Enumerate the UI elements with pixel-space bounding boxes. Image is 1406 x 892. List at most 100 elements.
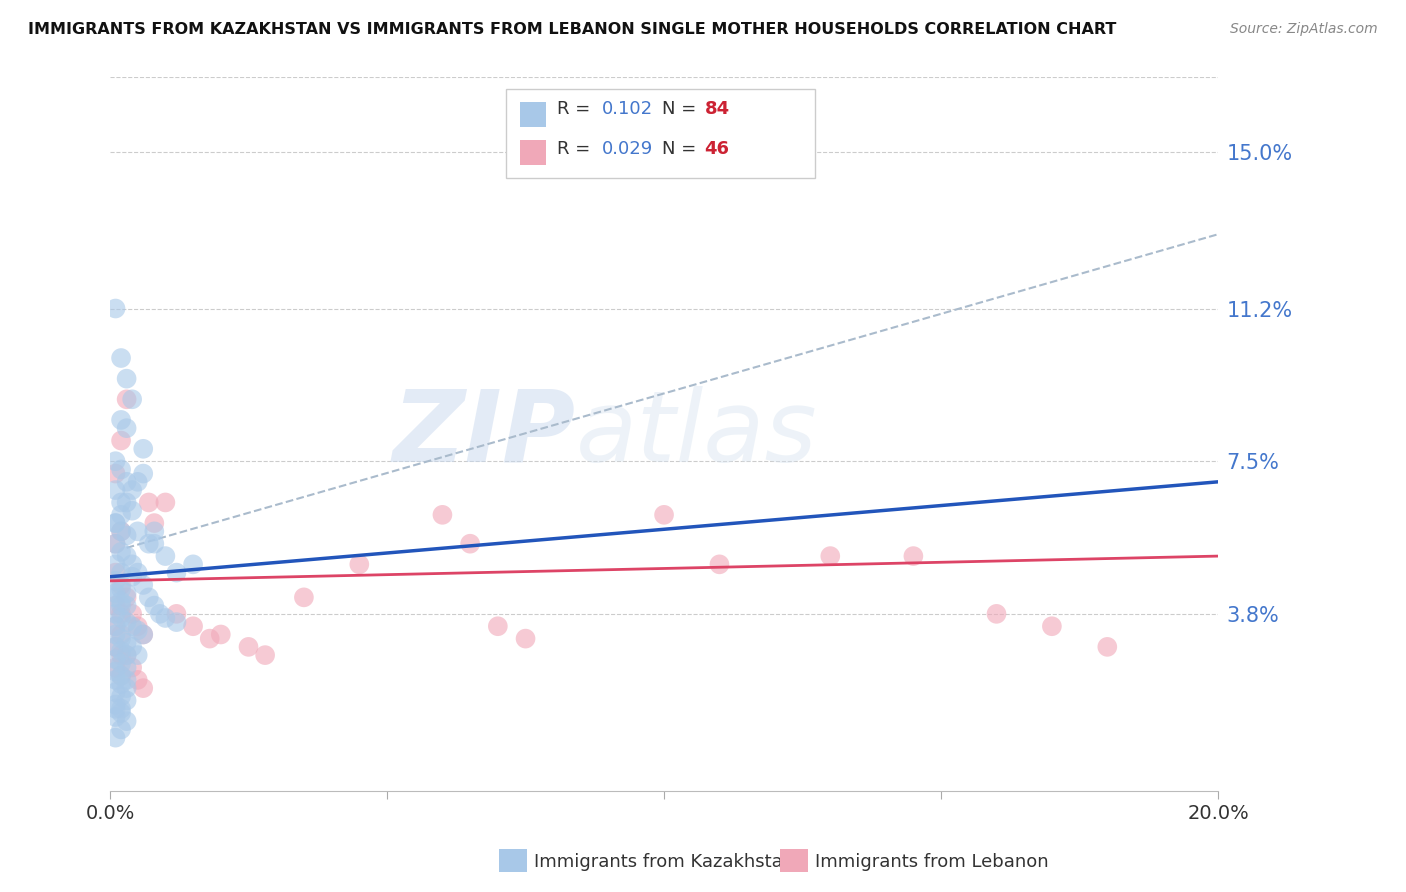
Point <box>143 537 166 551</box>
Point <box>110 669 132 683</box>
Point <box>104 619 127 633</box>
Point <box>104 537 127 551</box>
Point <box>104 566 127 580</box>
Text: Immigrants from Lebanon: Immigrants from Lebanon <box>815 853 1049 871</box>
Point <box>110 648 132 662</box>
Point <box>104 619 127 633</box>
Point <box>110 669 132 683</box>
Point <box>143 524 166 539</box>
Point <box>104 467 127 481</box>
Point <box>110 594 132 608</box>
Point <box>121 483 143 497</box>
Point <box>110 462 132 476</box>
Point <box>121 392 143 407</box>
Point <box>110 627 132 641</box>
Point <box>903 549 925 563</box>
Point <box>115 372 138 386</box>
Point <box>115 714 138 728</box>
Point <box>181 619 204 633</box>
Point <box>143 599 166 613</box>
Point <box>115 636 138 650</box>
Point <box>110 524 132 539</box>
Point <box>432 508 454 522</box>
Point <box>115 681 138 695</box>
Point <box>115 495 138 509</box>
Text: ZIP: ZIP <box>392 386 575 483</box>
Point <box>127 566 149 580</box>
Point <box>115 599 138 613</box>
Point <box>110 566 132 580</box>
Point <box>104 652 127 666</box>
Point <box>254 648 277 662</box>
Point <box>104 591 127 605</box>
Point <box>181 558 204 572</box>
Point <box>143 516 166 530</box>
Point <box>138 537 160 551</box>
Point <box>209 627 232 641</box>
Point <box>110 413 132 427</box>
Point <box>104 660 127 674</box>
Point <box>104 698 127 712</box>
Point <box>238 640 260 654</box>
Text: R =: R = <box>557 140 596 158</box>
Point <box>110 434 132 448</box>
Point <box>198 632 221 646</box>
Point <box>110 723 132 737</box>
Point <box>986 607 1008 621</box>
Point <box>115 591 138 605</box>
Point <box>110 545 132 559</box>
Point <box>104 537 127 551</box>
Point <box>110 524 132 539</box>
Text: IMMIGRANTS FROM KAZAKHSTAN VS IMMIGRANTS FROM LEBANON SINGLE MOTHER HOUSEHOLDS C: IMMIGRANTS FROM KAZAKHSTAN VS IMMIGRANTS… <box>28 22 1116 37</box>
Point <box>486 619 509 633</box>
Text: N =: N = <box>662 100 702 118</box>
Point <box>132 578 155 592</box>
Point <box>110 644 132 658</box>
Point <box>104 627 127 641</box>
Point <box>110 702 132 716</box>
Point <box>104 483 127 497</box>
Point <box>121 570 143 584</box>
Text: 0.029: 0.029 <box>602 140 652 158</box>
Point <box>115 660 138 674</box>
Text: 0.102: 0.102 <box>602 100 652 118</box>
Point <box>121 607 143 621</box>
Point <box>110 508 132 522</box>
Point <box>110 690 132 704</box>
Point <box>104 574 127 588</box>
Point <box>138 591 160 605</box>
Point <box>110 607 132 621</box>
Point <box>115 615 138 629</box>
Point <box>155 495 177 509</box>
Point <box>104 599 127 613</box>
Point <box>292 591 315 605</box>
Text: atlas: atlas <box>575 386 817 483</box>
Point <box>110 657 132 671</box>
Point <box>104 640 127 654</box>
Point <box>115 421 138 435</box>
Point <box>166 607 188 621</box>
Point <box>121 619 143 633</box>
Point <box>515 632 537 646</box>
Point <box>104 673 127 687</box>
Point <box>166 615 188 629</box>
Point <box>127 524 149 539</box>
Point <box>132 681 155 695</box>
Point <box>115 392 138 407</box>
Point <box>155 549 177 563</box>
Point <box>138 495 160 509</box>
Point <box>104 640 127 654</box>
Point <box>110 351 132 365</box>
Point <box>127 624 149 638</box>
Point <box>115 549 138 563</box>
Point <box>121 660 143 674</box>
Point <box>104 607 127 621</box>
Point <box>820 549 842 563</box>
Text: Immigrants from Kazakhstan: Immigrants from Kazakhstan <box>534 853 794 871</box>
Point <box>115 586 138 600</box>
Point <box>652 508 675 522</box>
Point <box>458 537 481 551</box>
Point <box>132 467 155 481</box>
Point <box>104 516 127 530</box>
Text: 46: 46 <box>704 140 730 158</box>
